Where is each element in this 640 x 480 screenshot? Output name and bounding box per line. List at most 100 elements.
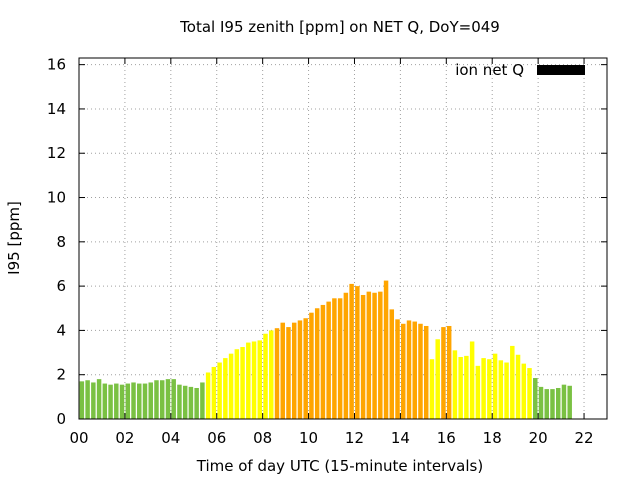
bar xyxy=(200,382,205,419)
x-axis-title: Time of day UTC (15-minute intervals) xyxy=(196,457,483,475)
bar xyxy=(378,291,383,419)
y-tick-label: 10 xyxy=(47,189,66,207)
bar xyxy=(395,319,400,419)
bar xyxy=(435,339,440,419)
bar xyxy=(343,292,349,419)
bar xyxy=(349,283,354,419)
x-tick-label: 08 xyxy=(253,429,272,447)
bar xyxy=(533,378,538,419)
x-tick-label: 10 xyxy=(299,429,318,447)
grid xyxy=(79,58,607,419)
bar xyxy=(263,333,268,419)
bar xyxy=(148,382,153,419)
bar xyxy=(205,372,211,419)
bar xyxy=(177,384,182,419)
bar xyxy=(406,320,412,419)
bars xyxy=(79,280,572,419)
bar xyxy=(561,384,567,419)
x-tick-label: 04 xyxy=(161,429,180,447)
bar xyxy=(125,383,131,419)
bar xyxy=(487,359,492,419)
y-tick-label: 4 xyxy=(56,321,66,339)
bar xyxy=(458,356,463,419)
bar xyxy=(211,366,217,419)
bar xyxy=(291,322,297,419)
x-tick-label: 18 xyxy=(483,429,502,447)
bar xyxy=(481,358,486,419)
y-axis-title: I95 [ppm] xyxy=(5,201,23,275)
bar xyxy=(131,382,136,419)
bar xyxy=(423,325,429,419)
bar xyxy=(360,294,366,419)
bar xyxy=(251,341,257,419)
bar xyxy=(309,312,314,419)
bar xyxy=(555,387,561,419)
bar xyxy=(228,353,234,419)
y-tick-label: 8 xyxy=(56,233,66,251)
bar xyxy=(550,389,555,419)
bar xyxy=(332,298,337,419)
bar xyxy=(137,383,142,419)
bar xyxy=(366,291,372,419)
legend-label: ion net Q xyxy=(455,61,524,79)
y-tick-label: 6 xyxy=(56,277,66,295)
bar xyxy=(286,327,291,419)
bar xyxy=(119,384,125,419)
bar xyxy=(538,386,544,419)
bar xyxy=(446,325,452,419)
bar xyxy=(464,355,469,419)
x-tick-label: 16 xyxy=(437,429,456,447)
x-tick-label: 00 xyxy=(69,429,88,447)
bar xyxy=(498,360,504,419)
bar xyxy=(171,379,176,419)
bar xyxy=(337,298,343,419)
bar xyxy=(223,358,228,419)
bar xyxy=(114,383,119,419)
y-tick-label: 12 xyxy=(47,144,66,162)
bar xyxy=(188,386,194,419)
bar xyxy=(326,301,331,419)
y-tick-label: 16 xyxy=(47,56,66,74)
bar xyxy=(504,362,509,419)
bar xyxy=(469,341,475,419)
bar xyxy=(108,384,113,419)
bar xyxy=(492,353,498,419)
bar xyxy=(194,387,199,419)
bar xyxy=(85,380,90,419)
bar xyxy=(159,380,165,419)
bar xyxy=(383,280,389,419)
bar xyxy=(246,342,251,419)
x-tick-label: 22 xyxy=(574,429,593,447)
bar xyxy=(372,292,377,419)
bar xyxy=(418,323,423,419)
bar xyxy=(567,385,572,419)
legend: ion net Q xyxy=(455,61,585,79)
bar xyxy=(297,320,303,419)
bar xyxy=(240,347,245,419)
x-tick-label: 20 xyxy=(529,429,548,447)
y-tick-label: 0 xyxy=(56,410,66,428)
bar xyxy=(510,345,515,419)
bar xyxy=(412,321,417,419)
bar xyxy=(452,350,458,419)
bar xyxy=(257,340,263,419)
bar xyxy=(521,363,527,419)
bar xyxy=(355,286,360,419)
y-tick-label: 2 xyxy=(56,366,66,384)
bar xyxy=(96,379,102,419)
x-tick-label: 06 xyxy=(207,429,226,447)
chart-title: Total I95 zenith [ppm] on NET Q, DoY=049 xyxy=(179,18,500,36)
y-tick-label: 14 xyxy=(47,100,66,118)
bar xyxy=(182,385,188,419)
bar xyxy=(102,383,108,419)
x-tick-label: 02 xyxy=(115,429,134,447)
bar xyxy=(320,304,326,419)
bar xyxy=(217,362,222,419)
bar xyxy=(314,308,320,419)
bar xyxy=(274,328,280,419)
legend-swatch xyxy=(537,65,585,75)
bar xyxy=(269,330,274,419)
bar xyxy=(91,382,96,419)
